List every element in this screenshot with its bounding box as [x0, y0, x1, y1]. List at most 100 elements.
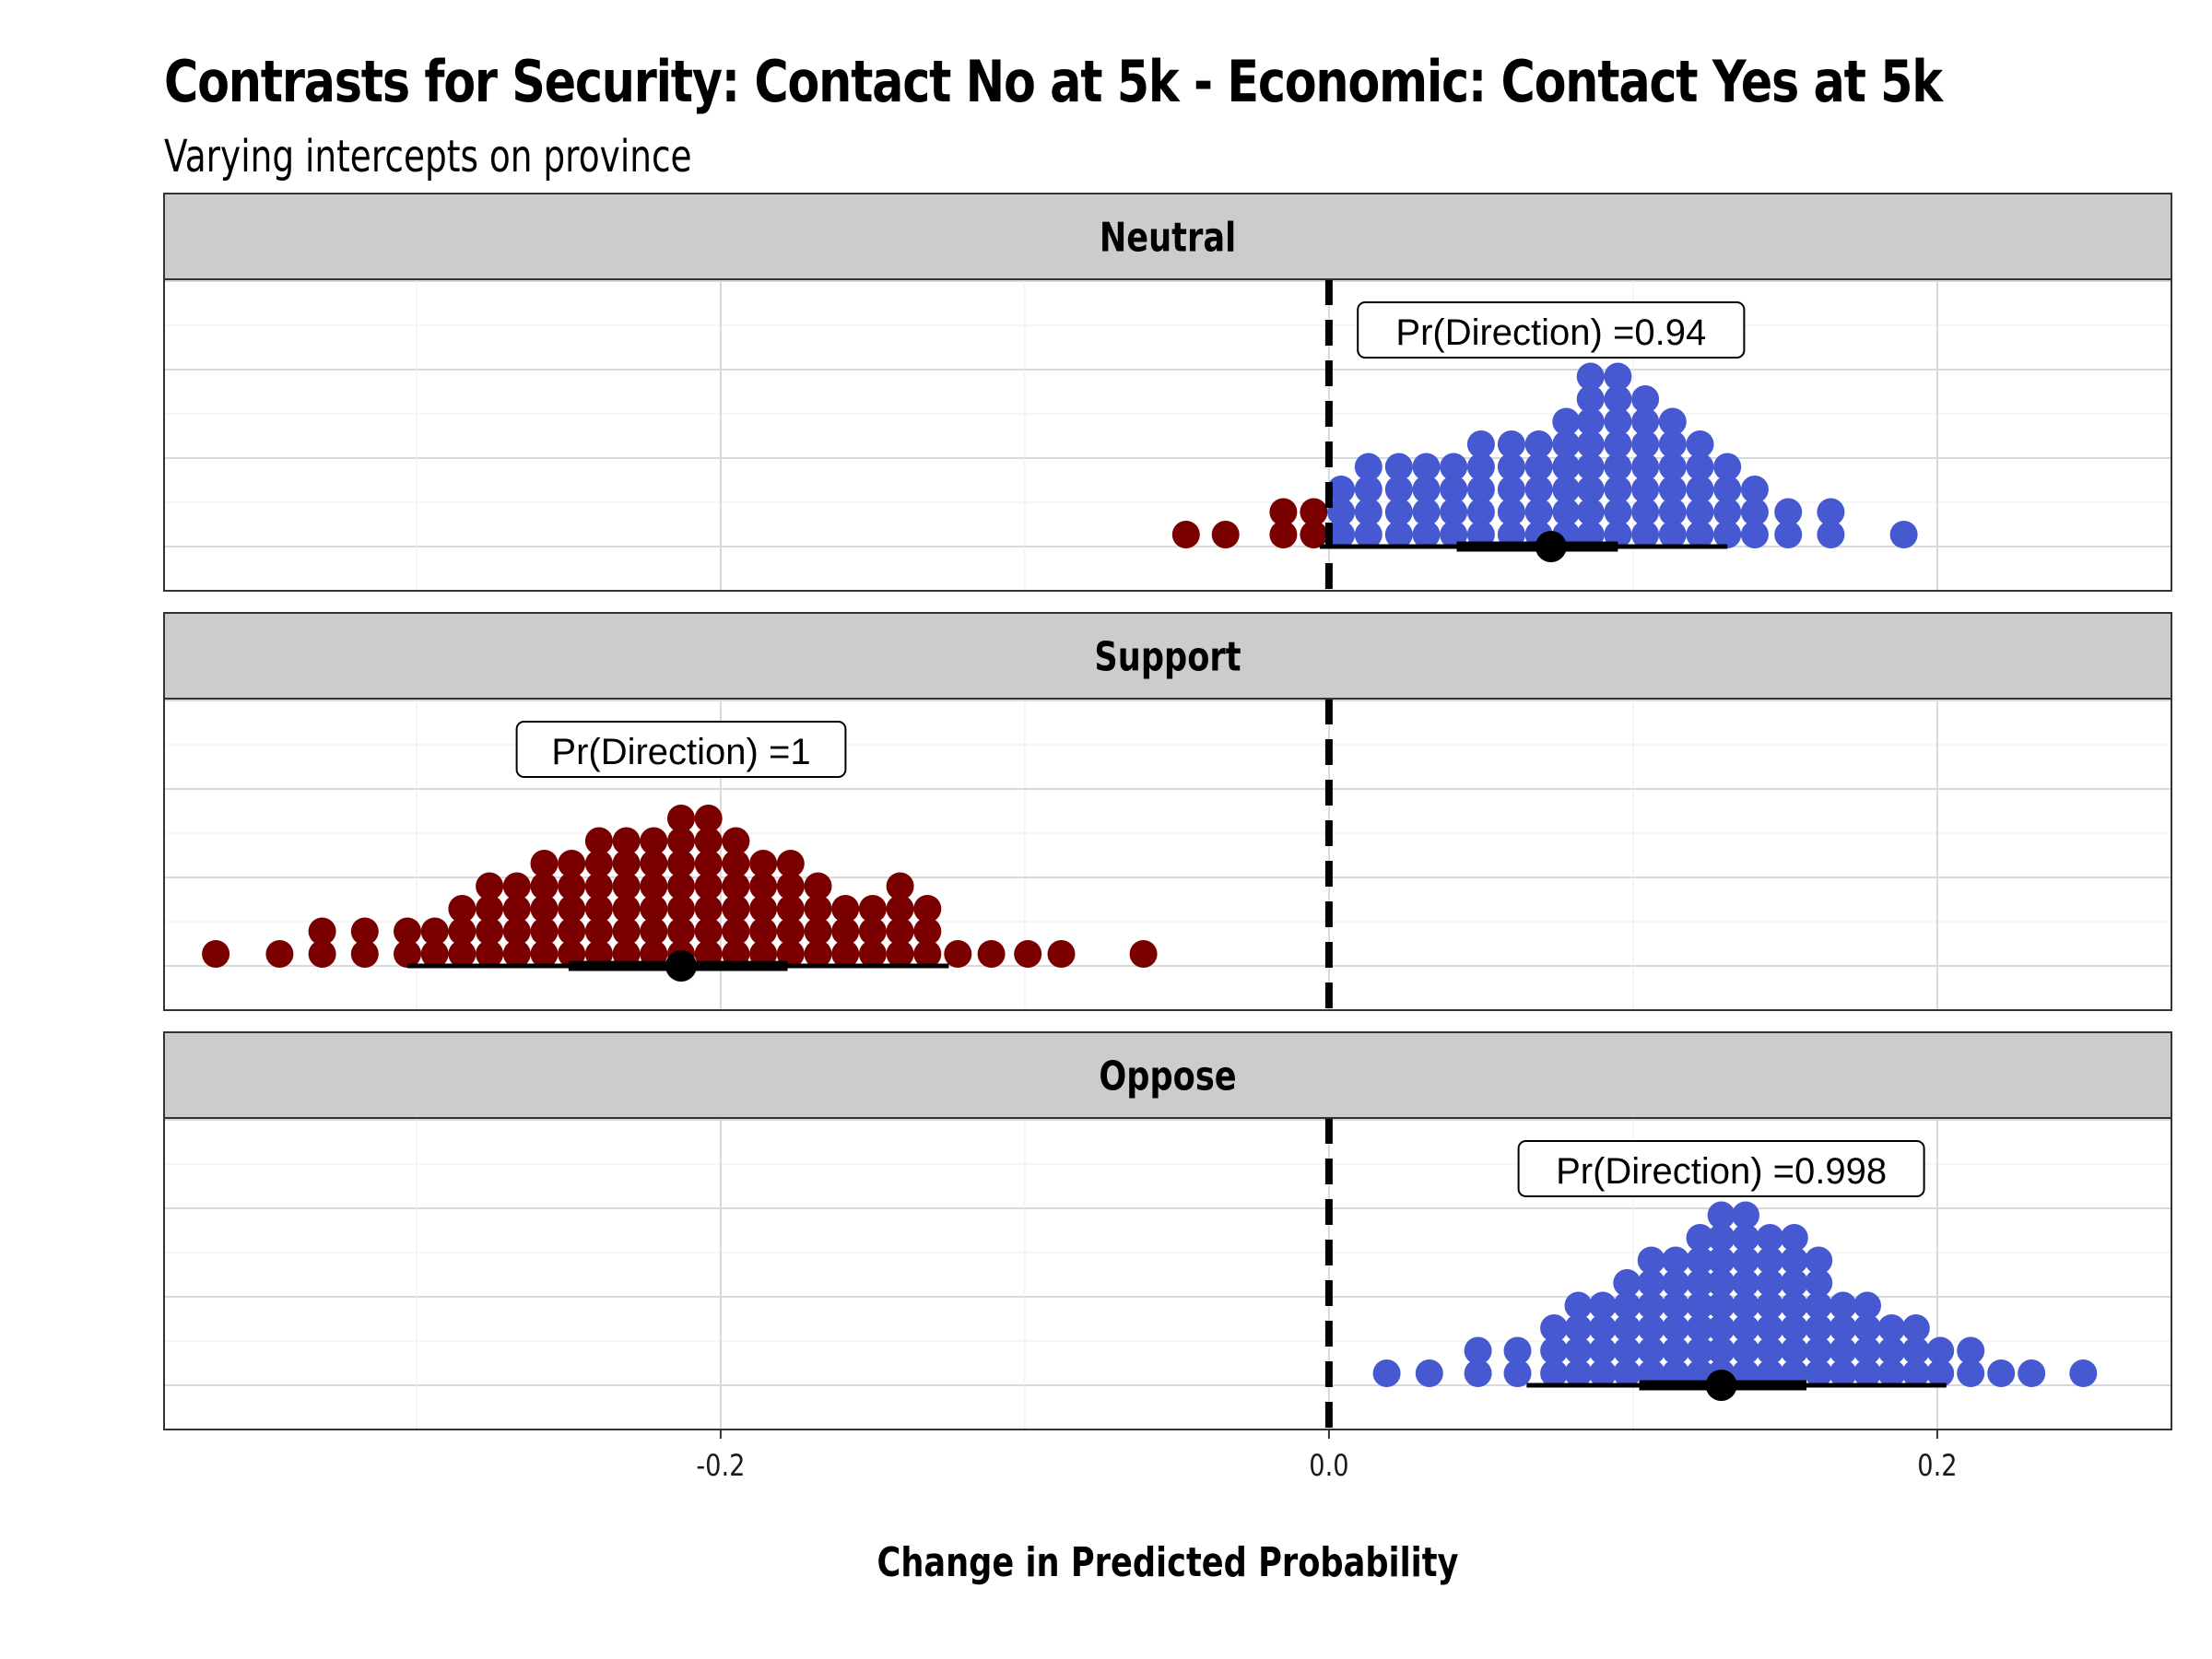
dot [1658, 521, 1687, 548]
dot [1588, 1359, 1617, 1387]
dot [913, 917, 942, 946]
dot [612, 872, 641, 900]
dot [1732, 1314, 1759, 1342]
dot [1805, 1336, 1833, 1365]
dot [1658, 430, 1687, 458]
dot [804, 917, 832, 946]
dot [1805, 1246, 1833, 1275]
x-tick-label: 0.2 [1917, 1449, 1957, 1484]
dot [1987, 1359, 2016, 1387]
dot [831, 940, 860, 968]
dot [694, 805, 723, 832]
dot [1756, 1246, 1784, 1275]
dot [1637, 1336, 1665, 1365]
dot [1540, 1314, 1569, 1342]
dot [722, 895, 750, 923]
dot [530, 917, 559, 946]
dot [1662, 1291, 1690, 1320]
dot [1412, 476, 1441, 503]
dot [1576, 362, 1605, 391]
dot [1497, 476, 1525, 503]
dot [476, 940, 504, 968]
dot [1540, 1336, 1569, 1365]
dot [1552, 498, 1581, 526]
dot [858, 917, 887, 946]
dot [1707, 1201, 1735, 1230]
dot [584, 917, 613, 946]
dot [1524, 430, 1553, 458]
dot [640, 895, 668, 923]
dot [1732, 1291, 1759, 1320]
dot [265, 940, 294, 968]
dot [858, 940, 887, 968]
facet-strip-label: Oppose [1099, 1053, 1236, 1100]
dot [1466, 498, 1495, 526]
dot [1631, 385, 1660, 413]
dot [530, 850, 559, 877]
dot [1384, 498, 1413, 526]
dot [612, 917, 641, 946]
dot [1780, 1314, 1808, 1342]
dot [1576, 385, 1605, 413]
dot [420, 917, 449, 946]
dot [308, 917, 336, 946]
dot [1686, 1336, 1714, 1365]
pd-label: Pr(Direction) =0.94 [1357, 301, 1746, 359]
pd-label-text: Pr(Direction) =0.998 [1556, 1151, 1887, 1192]
dot [1613, 1269, 1641, 1297]
dot [1805, 1291, 1833, 1320]
dot [1412, 498, 1441, 526]
dot [1829, 1359, 1857, 1387]
dot [1631, 498, 1660, 526]
dot [1552, 407, 1581, 436]
chart-subtitle: Varying intercepts on province [164, 131, 692, 182]
dot [1564, 1291, 1593, 1320]
dot [1613, 1336, 1641, 1365]
dot [1756, 1224, 1784, 1252]
x-tick-label: -0.2 [696, 1449, 745, 1484]
point-estimate [1535, 531, 1567, 562]
dot [667, 827, 695, 855]
dot [1686, 521, 1714, 548]
dot [1464, 1359, 1492, 1387]
dot [1662, 1246, 1690, 1275]
dot [1889, 521, 1918, 548]
dot [1440, 498, 1468, 526]
dot [1805, 1359, 1833, 1387]
dot [1440, 476, 1468, 503]
dot [1576, 407, 1605, 436]
dot [1604, 430, 1632, 458]
dot [1686, 1246, 1714, 1275]
dot [1464, 1336, 1492, 1365]
dot [1756, 1336, 1784, 1365]
dot [476, 917, 504, 946]
dot [1412, 453, 1441, 481]
dot [584, 850, 613, 877]
dot [1466, 430, 1495, 458]
dot [1707, 1269, 1735, 1297]
dot [640, 872, 668, 900]
dot [1300, 521, 1328, 548]
dot [1552, 453, 1581, 481]
dot [1780, 1246, 1808, 1275]
dot [1732, 1246, 1759, 1275]
dot [1686, 453, 1714, 481]
dot [667, 917, 695, 946]
facet-panel [164, 279, 2171, 591]
dot [1637, 1246, 1665, 1275]
dot [1817, 521, 1845, 548]
dot [694, 827, 723, 855]
dot [1805, 1314, 1833, 1342]
dot [1497, 498, 1525, 526]
dot [1774, 498, 1803, 526]
dot [584, 827, 613, 855]
dot [584, 872, 613, 900]
dot [1877, 1314, 1906, 1342]
facet-panel-border [163, 1117, 2172, 1430]
dot [1604, 407, 1632, 436]
dot [831, 917, 860, 946]
facet-neutral: Neutral Pr(Direction) =0.94 [163, 193, 2172, 592]
dot [1637, 1291, 1665, 1320]
dot [1014, 940, 1042, 968]
dot [448, 895, 477, 923]
